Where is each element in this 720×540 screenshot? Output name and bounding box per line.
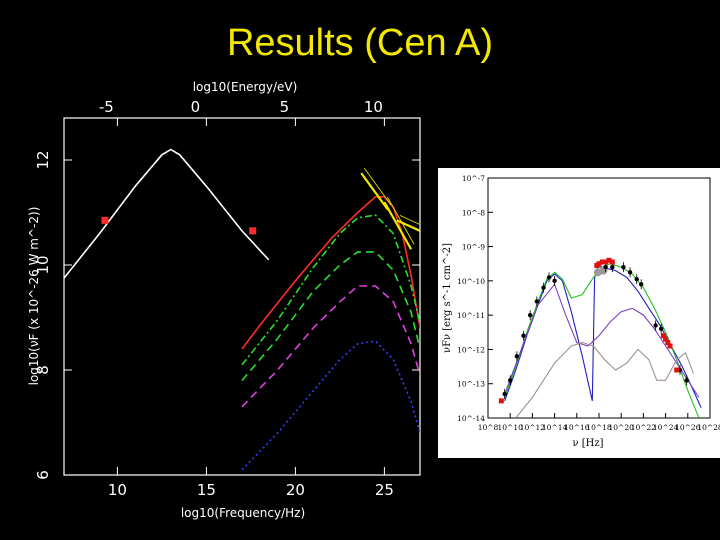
inset-black-point-6 — [541, 285, 546, 290]
main-series-line-0 — [64, 148, 270, 279]
inset-x-tick-label: 10^12 — [520, 423, 546, 432]
x2-tick-label: 0 — [191, 98, 201, 116]
inset-black-point-5 — [534, 299, 540, 304]
x2-tick-label: 5 — [280, 98, 290, 116]
inset-black-point-4 — [527, 312, 533, 318]
bottom-axis-title: log10(Frequency/Hz) — [181, 506, 305, 520]
inset-red-point-11 — [674, 367, 680, 373]
gamma-ray-band-edge-2 — [399, 215, 420, 225]
gamma-ray-band-1 — [383, 201, 413, 250]
inset-x-tick-label: 10^22 — [631, 423, 657, 432]
main-series-line-1 — [241, 196, 420, 350]
gamma-ray-band-edge-0 — [363, 167, 392, 206]
inset-black-point-1 — [508, 378, 513, 383]
x-tick-label: 10 — [108, 481, 127, 499]
inset-y-tick-label: 10^-13 — [457, 380, 485, 389]
inset-x-tick-label: 10^20 — [609, 423, 635, 432]
inset-y-tick-label: 10^-12 — [457, 345, 485, 354]
inset-red-point-3 — [599, 259, 605, 265]
inset-black-point-3 — [521, 333, 526, 338]
inset-black-point-11 — [621, 264, 626, 270]
inset-red-point-0 — [498, 398, 504, 404]
inset-x-tick-label: 10^16 — [564, 423, 590, 432]
inset-x-tick-label: 10^18 — [586, 423, 612, 432]
inset-red-point-6 — [609, 259, 615, 265]
inset-red-point-10 — [667, 343, 673, 349]
inset-red-point-2 — [596, 261, 602, 267]
inset-red-point-8 — [663, 336, 669, 342]
x-tick-label: 20 — [286, 481, 305, 499]
y-tick-label: 6 — [34, 470, 52, 480]
inset-black-point-10 — [610, 264, 615, 270]
x-tick-label: 25 — [375, 481, 394, 499]
main-plot-frame — [63, 117, 421, 476]
inset-black-point-2 — [514, 354, 520, 359]
inset-x-tick-label: 10^8 — [478, 423, 499, 432]
inset-series-line-0 — [504, 266, 702, 408]
inset-black-point-12 — [627, 270, 633, 275]
y-tick-label: 8 — [34, 365, 52, 375]
gamma-ray-band-edge-1 — [387, 196, 415, 245]
x2-tick-label: -5 — [99, 98, 114, 116]
inset-y-tick-label: 10^-7 — [462, 174, 485, 183]
inset-y-tick-label: 10^-14 — [457, 414, 485, 423]
inset-series-line-3 — [515, 342, 694, 418]
inset-y-tick-label: 10^-11 — [457, 311, 485, 320]
inset-x-tick-label: 10^10 — [498, 423, 524, 432]
inset-black-point-7 — [546, 275, 552, 280]
inset-black-point-14 — [638, 282, 644, 287]
inset-black-point-8 — [552, 278, 557, 284]
inset-black-point-13 — [634, 276, 639, 282]
inset-series-line-2 — [504, 283, 700, 398]
main-series-line-2 — [241, 214, 420, 366]
main-data-point-1 — [249, 227, 257, 235]
inset-red-point-5 — [606, 257, 612, 263]
inset-black-point-16 — [658, 326, 664, 332]
main-data-point-0 — [101, 216, 109, 224]
inset-x-axis-title: ν [Hz] — [572, 438, 603, 449]
inset-black-point-15 — [653, 323, 658, 328]
inset-red-point-9 — [665, 340, 671, 346]
inset-y-tick-label: 10^-9 — [462, 243, 485, 252]
y-tick-label: 12 — [34, 150, 52, 169]
inset-red-point-4 — [603, 259, 609, 265]
inset-y-axis-title: νFν [erg s^-1 cm^-2] — [442, 243, 453, 353]
gamma-ray-band-0 — [360, 172, 389, 211]
inset-red-point-7 — [660, 333, 666, 339]
inset-x-tick-label: 10^24 — [653, 423, 679, 432]
inset-x-tick-label: 10^28 — [697, 423, 720, 432]
slide-title: Results (Cen A) — [226, 22, 494, 64]
inset-y-tick-label: 10^-10 — [457, 277, 485, 286]
inset-black-point-18 — [684, 378, 689, 383]
gamma-ray-band-2 — [396, 219, 420, 232]
inset-x-tick-label: 10^26 — [675, 423, 701, 432]
inset-black-point-0 — [502, 391, 507, 397]
x-tick-label: 15 — [197, 481, 216, 499]
main-series-line-5 — [241, 340, 420, 471]
top-axis-title: log10(Energy/eV) — [193, 80, 298, 94]
inset-sed-chart: 10^8 10^1010^1210^1410^1610^1810^2010^221… — [438, 168, 720, 458]
inset-y-tick-label: 10^-8 — [462, 208, 485, 217]
left-axis-title: log10(νF (x 10^-26 W m^-2)) — [27, 207, 41, 386]
x2-tick-label: 10 — [364, 98, 383, 116]
main-series-line-4 — [241, 285, 420, 408]
main-series-line-3 — [241, 251, 420, 382]
y-tick-label: 10 — [34, 255, 52, 274]
inset-x-tick-label: 10^14 — [542, 423, 568, 432]
inset-black-point-9 — [603, 264, 608, 270]
inset-plot-frame — [487, 177, 711, 419]
